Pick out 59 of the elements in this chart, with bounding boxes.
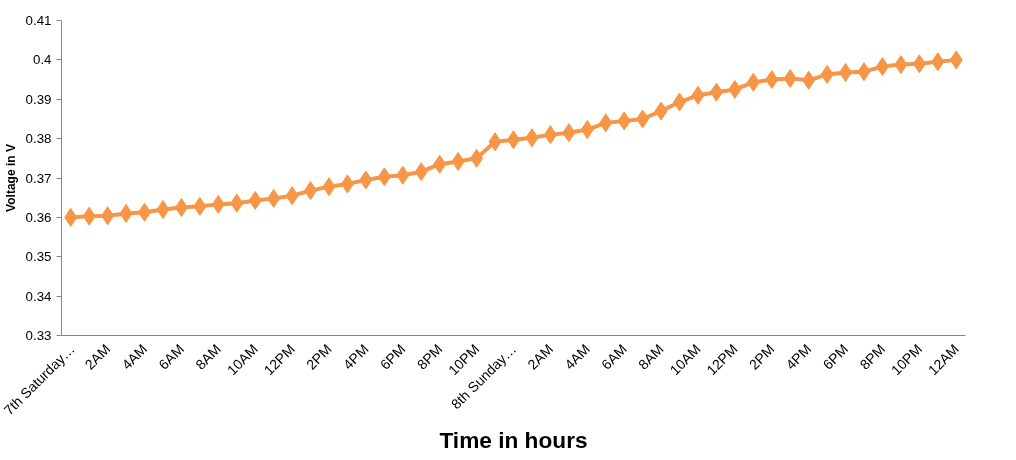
point	[414, 162, 428, 182]
y-tick-label: 0.35	[25, 249, 52, 265]
y-tick-label: 0.4	[32, 52, 53, 68]
point	[101, 206, 115, 226]
point	[820, 64, 834, 84]
point	[543, 125, 557, 145]
point	[488, 132, 502, 152]
point	[156, 200, 170, 219]
point	[691, 85, 705, 105]
point	[267, 188, 281, 208]
point	[765, 70, 779, 90]
y-tick-label: 0.37	[25, 170, 52, 186]
point	[82, 206, 96, 226]
y-tick-label: 0.39	[25, 91, 52, 107]
point	[636, 109, 650, 129]
point	[949, 50, 963, 70]
point	[119, 203, 133, 223]
point	[433, 154, 447, 174]
point	[931, 52, 945, 72]
point	[599, 113, 613, 133]
point	[562, 123, 576, 143]
point	[230, 193, 244, 213]
point	[359, 170, 373, 190]
point	[746, 72, 760, 92]
y-tick-label: 0.38	[25, 131, 52, 147]
point	[802, 70, 816, 90]
point	[138, 202, 152, 222]
point	[654, 101, 668, 121]
point	[728, 79, 742, 99]
point	[322, 177, 336, 197]
y-tick-label: 0.33	[25, 328, 52, 343]
point	[248, 190, 262, 210]
point	[451, 151, 465, 171]
point	[304, 181, 318, 201]
y-tick-label: 0.36	[25, 209, 52, 225]
point	[783, 68, 797, 88]
point	[340, 174, 354, 194]
point	[580, 120, 594, 140]
point	[525, 128, 539, 148]
point	[211, 194, 225, 214]
point	[839, 62, 853, 82]
point	[857, 62, 871, 82]
point	[64, 207, 78, 227]
point	[285, 186, 299, 206]
point	[193, 196, 207, 216]
y-tick-label: 0.34	[25, 288, 53, 304]
y-axis-title: Voltage in V	[3, 144, 18, 212]
point	[617, 111, 631, 131]
point	[912, 54, 926, 74]
point	[894, 55, 908, 75]
point	[875, 57, 889, 77]
point	[673, 92, 687, 112]
point	[709, 82, 723, 102]
y-tick-label: 0.41	[25, 13, 52, 28]
point	[396, 165, 410, 185]
point	[470, 148, 484, 168]
x-axis-title: Time in hours	[439, 426, 588, 453]
point	[174, 198, 188, 218]
point	[377, 167, 391, 187]
